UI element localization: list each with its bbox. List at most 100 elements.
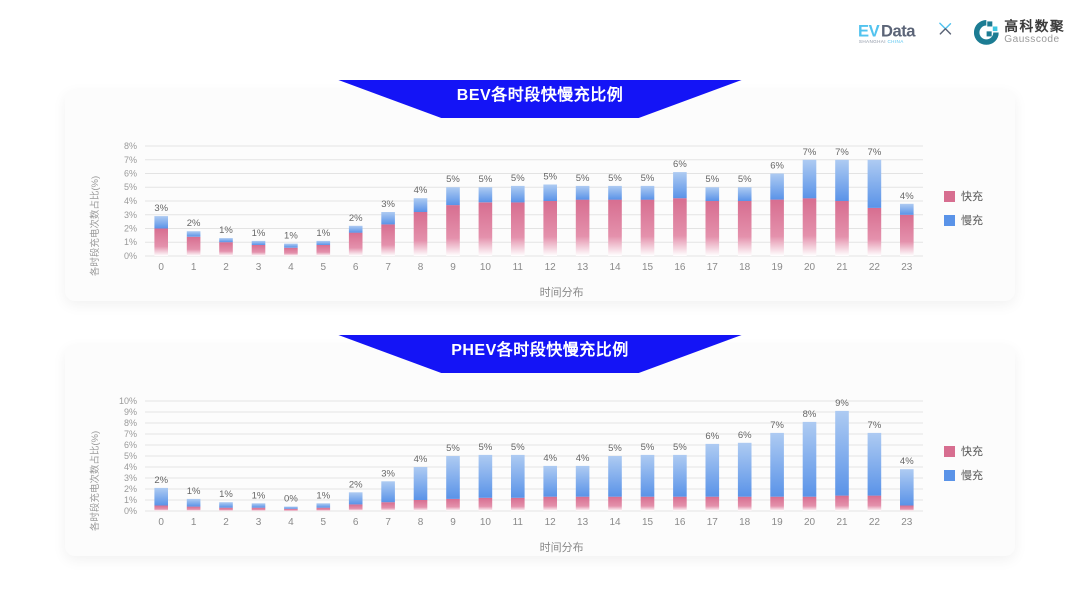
- svg-text:7%: 7%: [835, 147, 849, 158]
- svg-text:8%: 8%: [803, 409, 817, 420]
- svg-text:2%: 2%: [124, 484, 137, 494]
- svg-text:5%: 5%: [479, 442, 493, 453]
- svg-text:13: 13: [577, 517, 589, 528]
- svg-text:1: 1: [191, 517, 197, 528]
- svg-text:21: 21: [836, 517, 848, 528]
- svg-text:1%: 1%: [124, 237, 137, 247]
- svg-text:2%: 2%: [349, 479, 363, 490]
- svg-text:7: 7: [385, 517, 391, 528]
- svg-text:5%: 5%: [511, 442, 525, 453]
- svg-text:12: 12: [545, 517, 557, 528]
- svg-text:4%: 4%: [124, 462, 137, 472]
- svg-text:9: 9: [450, 262, 456, 273]
- svg-text:8%: 8%: [124, 418, 137, 428]
- svg-text:5%: 5%: [124, 182, 137, 192]
- svg-text:20: 20: [804, 517, 816, 528]
- svg-text:2%: 2%: [349, 213, 363, 224]
- svg-text:11: 11: [513, 262, 524, 273]
- svg-text:9%: 9%: [835, 398, 849, 409]
- svg-text:5%: 5%: [641, 173, 655, 184]
- svg-text:5%: 5%: [576, 173, 590, 184]
- svg-text:7%: 7%: [770, 420, 784, 431]
- svg-text:15: 15: [642, 262, 654, 273]
- svg-text:5%: 5%: [673, 442, 687, 453]
- svg-text:4: 4: [288, 517, 294, 528]
- svg-text:13: 13: [577, 262, 589, 273]
- svg-text:18: 18: [739, 262, 751, 273]
- svg-text:4: 4: [288, 262, 294, 273]
- svg-text:EV: EV: [858, 22, 880, 41]
- svg-text:3%: 3%: [381, 199, 395, 210]
- svg-text:1%: 1%: [219, 489, 233, 500]
- svg-text:11: 11: [513, 517, 524, 528]
- svg-text:20: 20: [804, 262, 816, 273]
- svg-text:4%: 4%: [900, 191, 914, 202]
- svg-text:5: 5: [321, 517, 327, 528]
- svg-text:5%: 5%: [446, 443, 460, 454]
- svg-text:6%: 6%: [673, 159, 687, 170]
- svg-text:23: 23: [901, 262, 913, 273]
- svg-text:7%: 7%: [868, 147, 882, 158]
- svg-text:9: 9: [450, 517, 456, 528]
- svg-text:2%: 2%: [187, 218, 201, 229]
- svg-text:2: 2: [223, 262, 229, 273]
- svg-text:16: 16: [674, 517, 686, 528]
- svg-text:7%: 7%: [124, 155, 137, 165]
- svg-text:4%: 4%: [414, 185, 428, 196]
- svg-text:10: 10: [480, 262, 492, 273]
- svg-text:8: 8: [418, 517, 424, 528]
- svg-text:6%: 6%: [738, 430, 752, 441]
- svg-text:6: 6: [353, 517, 359, 528]
- svg-text:6%: 6%: [124, 169, 137, 179]
- svg-text:23: 23: [901, 517, 913, 528]
- svg-text:3: 3: [256, 517, 262, 528]
- svg-text:5%: 5%: [124, 451, 137, 461]
- svg-text:Data: Data: [881, 22, 916, 41]
- svg-text:1%: 1%: [316, 228, 330, 239]
- svg-text:12: 12: [545, 262, 557, 273]
- svg-text:6%: 6%: [124, 440, 137, 450]
- svg-text:6: 6: [353, 262, 359, 273]
- svg-text:1%: 1%: [252, 490, 266, 501]
- svg-text:8%: 8%: [124, 141, 137, 151]
- svg-text:8: 8: [418, 262, 424, 273]
- svg-text:SHANGHAI CHINA: SHANGHAI CHINA: [859, 39, 904, 44]
- svg-text:15: 15: [642, 517, 654, 528]
- svg-text:1%: 1%: [252, 228, 266, 239]
- svg-text:21: 21: [836, 262, 848, 273]
- svg-text:3%: 3%: [124, 473, 137, 483]
- svg-text:14: 14: [609, 262, 621, 273]
- svg-text:5%: 5%: [608, 173, 622, 184]
- svg-text:2%: 2%: [124, 224, 137, 234]
- svg-text:17: 17: [707, 517, 719, 528]
- svg-text:18: 18: [739, 517, 751, 528]
- svg-text:14: 14: [609, 517, 621, 528]
- svg-text:2: 2: [223, 517, 229, 528]
- svg-text:4%: 4%: [900, 456, 914, 467]
- svg-text:5: 5: [321, 262, 327, 273]
- svg-text:2%: 2%: [154, 475, 168, 486]
- svg-text:3%: 3%: [154, 203, 168, 214]
- svg-text:1%: 1%: [187, 486, 201, 497]
- svg-text:1%: 1%: [219, 225, 233, 236]
- svg-text:0%: 0%: [124, 506, 137, 516]
- svg-text:17: 17: [707, 262, 719, 273]
- svg-text:19: 19: [772, 262, 784, 273]
- svg-text:1%: 1%: [316, 490, 330, 501]
- svg-text:4%: 4%: [124, 196, 137, 206]
- svg-text:7%: 7%: [124, 429, 137, 439]
- svg-text:0%: 0%: [284, 494, 298, 505]
- svg-text:10%: 10%: [119, 396, 137, 406]
- svg-text:1%: 1%: [124, 495, 137, 505]
- svg-text:5%: 5%: [543, 172, 557, 183]
- svg-text:0: 0: [158, 262, 164, 273]
- svg-text:19: 19: [772, 517, 784, 528]
- svg-text:7%: 7%: [803, 147, 817, 158]
- svg-text:5%: 5%: [641, 442, 655, 453]
- svg-text:1%: 1%: [284, 231, 298, 242]
- svg-text:7: 7: [385, 262, 391, 273]
- svg-text:0: 0: [158, 517, 164, 528]
- svg-text:0%: 0%: [124, 251, 137, 261]
- svg-text:3: 3: [256, 262, 262, 273]
- svg-text:9%: 9%: [124, 407, 137, 417]
